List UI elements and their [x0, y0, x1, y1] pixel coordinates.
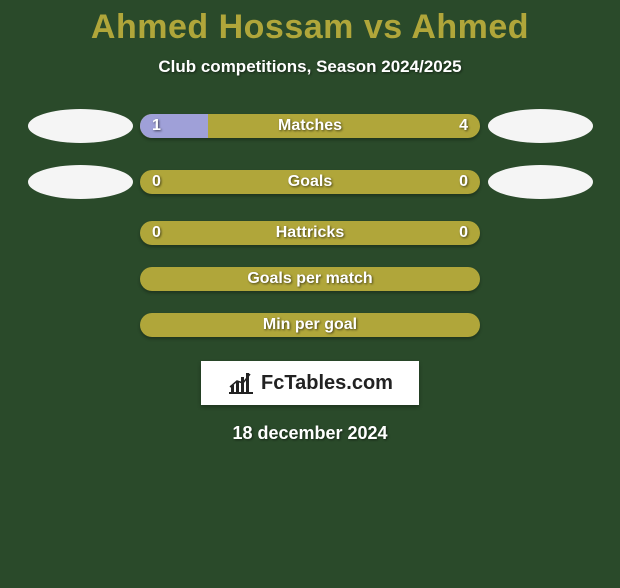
logo-box: FcTables.com [201, 361, 419, 405]
stat-bar: Goals per match [140, 267, 480, 291]
barchart-icon [227, 371, 255, 395]
page-title: Ahmed Hossam vs Ahmed [0, 8, 620, 47]
player-badge-right [488, 109, 593, 143]
subtitle: Club competitions, Season 2024/2025 [0, 57, 620, 77]
stat-bar: 0Hattricks0 [140, 221, 480, 245]
player-badge-left [28, 165, 133, 199]
left-badge-slot [20, 109, 140, 143]
stat-right-value: 0 [459, 224, 468, 242]
right-badge-slot [480, 165, 600, 199]
date-text: 18 december 2024 [0, 423, 620, 444]
stat-label: Goals [140, 173, 480, 191]
stat-right-value: 0 [459, 173, 468, 191]
comparison-grid: 1Matches40Goals00Hattricks0Goals per mat… [0, 109, 620, 337]
stat-right-value: 4 [459, 117, 468, 135]
stat-label: Goals per match [140, 270, 480, 288]
stat-label: Matches [140, 117, 480, 135]
stat-bar: Min per goal [140, 313, 480, 337]
stat-label: Min per goal [140, 316, 480, 334]
stat-bar: 0Goals0 [140, 170, 480, 194]
player-badge-right [488, 165, 593, 199]
stat-label: Hattricks [140, 224, 480, 242]
right-badge-slot [480, 109, 600, 143]
left-badge-slot [20, 165, 140, 199]
logo-text: FcTables.com [261, 372, 393, 395]
player-badge-left [28, 109, 133, 143]
stat-bar: 1Matches4 [140, 114, 480, 138]
